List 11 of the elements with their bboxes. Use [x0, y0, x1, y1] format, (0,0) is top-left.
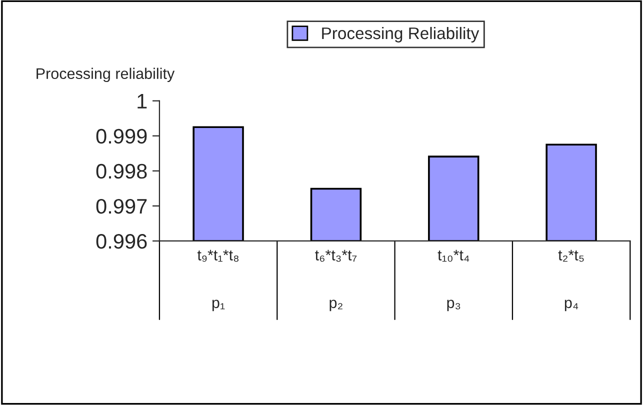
y-tick-label: 1	[138, 94, 147, 108]
y-tick-label: 0.996	[96, 234, 147, 249]
category-label: t₆*t₃*t₇ p₂	[315, 250, 357, 312]
y-tick-label: 0.999	[96, 128, 147, 144]
category-label: t₂*t₅ p₄	[558, 250, 584, 312]
y-tick-label: 0.998	[96, 164, 147, 179]
category-label: t₁₀*t₄ p₃	[438, 250, 470, 312]
category-label: t₉*t₁*t₈ p₁	[197, 250, 238, 312]
y-tick-label: 0.997	[96, 198, 147, 214]
y-axis-title: Processing reliability	[36, 68, 175, 82]
legend-label: Processing Reliability	[322, 26, 480, 42]
